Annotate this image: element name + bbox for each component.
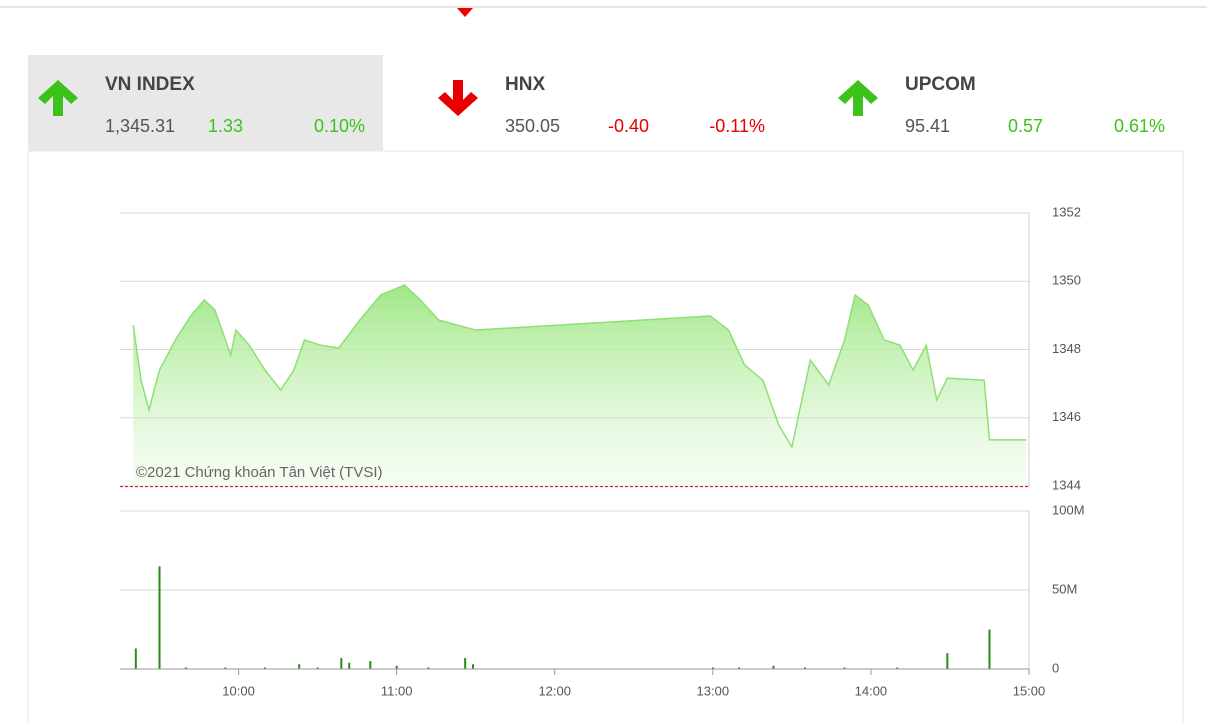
chart-panel (27, 150, 1184, 723)
volume-bar (772, 665, 775, 669)
volume-bar (158, 566, 161, 669)
direction-arrow (38, 80, 78, 116)
volume-bar (184, 667, 187, 669)
index-percent: -0.11% (709, 116, 765, 136)
y-tick-label: 100M (1052, 502, 1085, 517)
volume-bar (395, 665, 398, 669)
index-value: 95.41 (905, 116, 950, 136)
index-change: 1.33 (208, 116, 243, 136)
index-change: 0.57 (1008, 116, 1043, 136)
volume-bar (263, 667, 266, 669)
index-percent: 0.61% (1114, 116, 1165, 136)
volume-bar (472, 664, 475, 669)
volume-bar (896, 667, 899, 669)
x-tick-label: 10:00 (222, 683, 255, 698)
area-fill (133, 285, 1027, 486)
volume-bar (348, 662, 351, 669)
volume-bar (946, 653, 949, 669)
volume-bar (134, 648, 137, 669)
copyright: ©2021 Chứng khoán Tân Việt (TVSI) (136, 464, 383, 481)
index-value: 1,345.31 (105, 116, 175, 136)
index-name: VN INDEX (105, 74, 195, 95)
index-name: UPCOM (905, 74, 976, 95)
y-tick-label: 1352 (1052, 204, 1081, 219)
volume-bar (369, 661, 372, 669)
y-tick-label: 1350 (1052, 273, 1081, 288)
index-change: -0.40 (608, 116, 649, 136)
direction-arrow (838, 80, 878, 116)
volume-bar (224, 667, 227, 669)
volume-bar (316, 667, 319, 669)
volume-bar (711, 667, 714, 669)
volume-bar (340, 657, 343, 669)
marker (457, 8, 473, 17)
volume-bar (988, 629, 991, 669)
x-tick-label: 14:00 (855, 683, 888, 698)
volume-bar (298, 664, 301, 669)
volume-bar (464, 657, 467, 669)
volume-bar (427, 667, 430, 669)
volume-bar (804, 667, 807, 669)
direction-arrow (438, 80, 478, 116)
price-line (132, 284, 1027, 450)
x-tick-label: 12:00 (538, 683, 571, 698)
index-value: 350.05 (505, 116, 560, 136)
y-tick-label: 1348 (1052, 341, 1081, 356)
index-name: HNX (505, 74, 545, 95)
x-tick-label: 15:00 (1013, 683, 1046, 698)
index-percent: 0.10% (314, 116, 365, 136)
y-tick-label: 0 (1052, 660, 1059, 675)
tile-bg (28, 55, 383, 151)
volume-bar (738, 667, 741, 669)
x-tick-label: 11:00 (381, 683, 413, 698)
volume-bar (843, 667, 846, 669)
x-tick-label: 13:00 (697, 683, 730, 698)
y-tick-label: 1346 (1052, 409, 1081, 424)
y-tick-label: 1344 (1052, 477, 1081, 492)
y-tick-label: 50M (1052, 581, 1077, 596)
